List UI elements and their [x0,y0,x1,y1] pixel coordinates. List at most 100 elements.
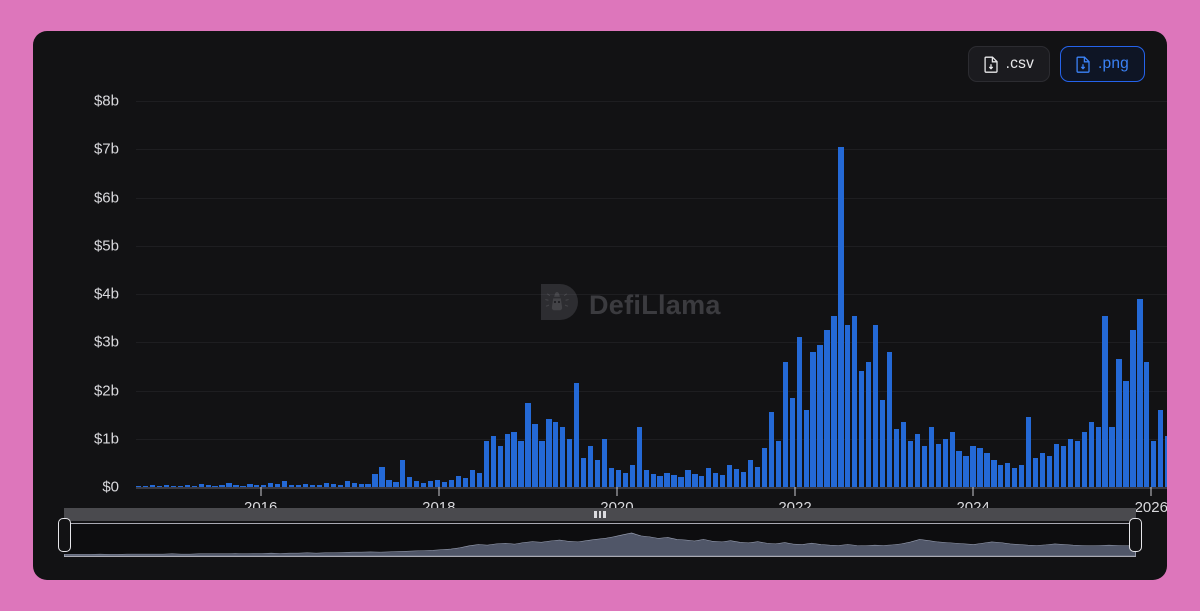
bar[interactable] [956,450,962,487]
bar[interactable] [733,468,740,487]
bar[interactable] [581,458,587,487]
bar[interactable] [587,446,594,487]
bar[interactable] [212,485,218,487]
bar[interactable] [629,465,635,487]
bar[interactable] [789,397,795,487]
bar[interactable] [226,483,232,487]
bar[interactable] [1012,467,1018,487]
bar[interactable] [615,470,622,487]
bar[interactable] [365,484,371,487]
brush-drag-bar[interactable] [64,508,1136,521]
bar[interactable] [768,412,774,487]
bar[interactable] [998,465,1004,487]
bar[interactable] [643,470,649,487]
bar[interactable] [441,481,448,487]
bar[interactable] [309,484,316,487]
bar[interactable] [650,473,656,487]
bar[interactable] [330,484,336,487]
bar[interactable] [1144,361,1150,487]
bar[interactable] [337,484,343,487]
bar[interactable] [963,455,969,487]
bar[interactable] [1102,315,1108,487]
bar[interactable] [775,441,781,487]
bar[interactable] [205,485,211,487]
bar[interactable] [1005,462,1011,487]
bar[interactable] [497,446,503,487]
bar[interactable] [275,484,281,487]
bar[interactable] [685,470,691,487]
bar[interactable] [525,402,531,487]
bar[interactable] [261,485,267,487]
bar[interactable] [462,478,469,487]
bar[interactable] [1137,298,1143,487]
bar[interactable] [664,472,670,487]
bar[interactable] [532,424,538,487]
bar[interactable] [720,475,726,487]
bar[interactable] [483,441,489,487]
bar[interactable] [407,477,413,487]
bar[interactable] [254,484,260,487]
bar[interactable] [699,476,705,487]
bar[interactable] [184,485,190,487]
bar[interactable] [935,443,941,487]
bar[interactable] [233,485,239,487]
bar[interactable] [1046,455,1053,487]
bar[interactable] [1109,426,1115,487]
bar[interactable] [671,474,677,487]
bar[interactable] [282,481,288,487]
bar[interactable] [170,485,177,487]
bar[interactable] [504,433,510,487]
bar[interactable] [879,400,886,487]
bar[interactable] [156,485,163,487]
bar[interactable] [622,472,628,487]
bar[interactable] [921,446,927,487]
bar[interactable] [393,482,399,487]
bar[interactable] [1095,426,1101,487]
bar[interactable] [323,483,329,487]
bar[interactable] [295,485,302,487]
bar[interactable] [1019,465,1025,487]
bar[interactable] [942,438,948,487]
bar[interactable] [560,426,566,487]
bar[interactable] [553,421,559,487]
bar[interactable] [873,325,879,487]
bar[interactable] [713,472,719,487]
bar[interactable] [469,470,476,487]
bar[interactable] [386,479,392,487]
bar[interactable] [511,431,517,487]
bar[interactable] [747,460,754,487]
bar[interactable] [977,448,983,487]
bar[interactable] [177,485,183,487]
bar[interactable] [567,438,573,487]
bar[interactable] [817,344,823,487]
bar[interactable] [1158,409,1164,487]
bar[interactable] [900,421,907,487]
brush-preview[interactable] [64,523,1136,557]
bar[interactable] [379,466,385,487]
bar[interactable] [434,479,441,487]
bar[interactable] [428,481,434,487]
bar[interactable] [754,466,761,487]
bar[interactable] [803,409,809,487]
bar[interactable] [636,426,642,487]
bar[interactable] [601,438,608,487]
bar[interactable] [268,482,274,487]
download-csv-button[interactable]: .csv [967,46,1051,82]
bar[interactable] [928,426,934,487]
bar[interactable] [455,476,462,487]
bar[interactable] [831,315,837,487]
bar[interactable] [400,460,406,487]
bar[interactable] [1074,441,1080,487]
bar[interactable] [247,484,253,487]
bar[interactable] [866,361,872,487]
bar[interactable] [893,429,900,487]
bar[interactable] [198,484,204,487]
bar[interactable] [727,465,733,487]
bar[interactable] [136,485,142,487]
bar[interactable] [1165,436,1167,487]
brush-handle-left[interactable] [58,518,71,552]
bar[interactable] [539,441,545,487]
bar[interactable] [372,473,378,487]
bar[interactable] [845,325,851,487]
bar[interactable] [740,471,747,487]
